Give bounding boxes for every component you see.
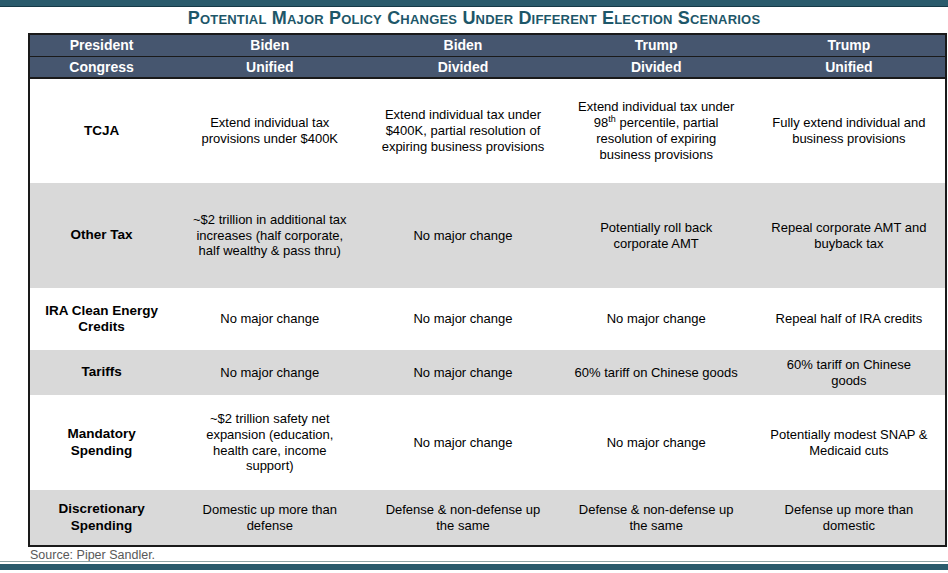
header-cell-trump-1: Trump (560, 34, 753, 56)
header-cell-unified-1: Unified (173, 56, 366, 78)
table-cell: ~$2 trillion safety net expansion (educa… (173, 395, 366, 490)
table-cell: No major change (366, 183, 559, 288)
table-cell: Repeal corporate AMT and buyback tax (753, 183, 946, 288)
table-row-ira-credits: IRA Clean Energy Credits No major change… (29, 288, 946, 350)
table-cell: Extend individual tax under 98th percent… (560, 78, 753, 183)
header-cell-unified-2: Unified (753, 56, 946, 78)
table-cell: Extend individual tax provisions under $… (173, 78, 366, 183)
row-label: Tariffs (29, 350, 173, 395)
header-cell-divided-2: Divided (560, 56, 753, 78)
table-row-tcja: TCJA Extend individual tax provisions un… (29, 78, 946, 183)
row-label: Other Tax (29, 183, 173, 288)
table-cell: 60% tariff on Chinese goods (560, 350, 753, 395)
table-row-tariffs: Tariffs No major change No major change … (29, 350, 946, 395)
table-row-discretionary-spending: Discretionary Spending Domestic up more … (29, 490, 946, 546)
table-cell: Domestic up more than defense (173, 490, 366, 546)
table-cell: Defense up more than domestic (753, 490, 946, 546)
bottom-accent-rule (0, 561, 948, 571)
header-label-president: President (29, 34, 173, 56)
table-cell: No major change (366, 288, 559, 350)
header-cell-biden-1: Biden (173, 34, 366, 56)
table-cell: No major change (366, 350, 559, 395)
table-cell: Potentially roll back corporate AMT (560, 183, 753, 288)
row-label: Discretionary Spending (29, 490, 173, 546)
top-accent-rule (0, 0, 948, 7)
header-cell-trump-2: Trump (753, 34, 946, 56)
table-cell: 60% tariff on Chinese goods (753, 350, 946, 395)
row-label: Mandatory Spending (29, 395, 173, 490)
table-cell: No major change (173, 350, 366, 395)
table-cell: Fully extend individual and business pro… (753, 78, 946, 183)
header-row-president: President Biden Biden Trump Trump (29, 34, 946, 56)
header-label-congress: Congress (29, 56, 173, 78)
row-label: TCJA (29, 78, 173, 183)
table-cell: No major change (366, 395, 559, 490)
table-cell: ~$2 trillion in additional tax increases… (173, 183, 366, 288)
header-cell-biden-2: Biden (366, 34, 559, 56)
policy-scenarios-table: President Biden Biden Trump Trump Congre… (28, 33, 947, 547)
table-row-mandatory-spending: Mandatory Spending ~$2 trillion safety n… (29, 395, 946, 490)
header-row-congress: Congress Unified Divided Divided Unified (29, 56, 946, 78)
source-note: Source: Piper Sandler. (30, 548, 155, 562)
table-cell: No major change (560, 395, 753, 490)
table-cell: No major change (560, 288, 753, 350)
table-cell: Repeal half of IRA credits (753, 288, 946, 350)
table-cell: Defense & non-defense up the same (560, 490, 753, 546)
page-title: Potential Major Policy Changes Under Dif… (0, 8, 948, 29)
header-cell-divided-1: Divided (366, 56, 559, 78)
table-row-other-tax: Other Tax ~$2 trillion in additional tax… (29, 183, 946, 288)
bottom-rule-thick-line (0, 564, 948, 570)
table-cell: Potentially modest SNAP & Medicaid cuts (753, 395, 946, 490)
row-label: IRA Clean Energy Credits (29, 288, 173, 350)
table-cell: Defense & non-defense up the same (366, 490, 559, 546)
table-cell: No major change (173, 288, 366, 350)
table-cell: Extend individual tax under $400K, parti… (366, 78, 559, 183)
